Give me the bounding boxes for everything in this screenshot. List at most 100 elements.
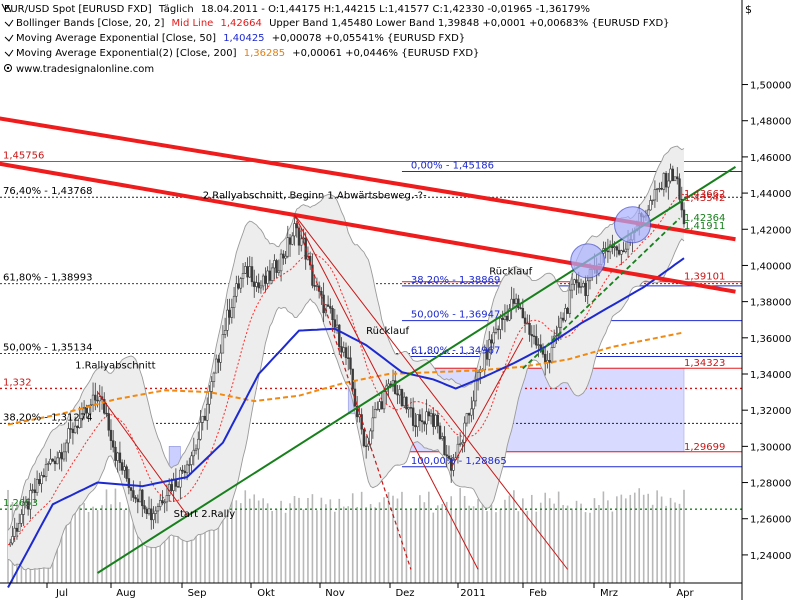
x-tick-label: Okt [257, 588, 275, 599]
volume-bar [571, 508, 573, 583]
candle-body [58, 452, 61, 459]
candle-body [250, 266, 254, 283]
candle-body [42, 475, 46, 478]
candle-body [192, 449, 195, 457]
right-price-label: 1,42364 [684, 213, 725, 224]
volume-bar [548, 498, 551, 583]
volume-bar [544, 492, 547, 583]
volume-bar [602, 491, 605, 583]
candle-body [418, 414, 422, 421]
legend-price-values: 18.04.2011 - O:1,44175 H:1,44215 L:1,415… [201, 4, 590, 15]
candle-body [537, 344, 540, 346]
candle-body [109, 429, 113, 441]
right-price-label: 1,34323 [684, 358, 725, 369]
legend-price-name: EUR/USD Spot [EURUSD FXD] [4, 4, 152, 15]
candle-body [335, 324, 339, 328]
candle-body [277, 270, 281, 273]
fib-level-label: 38,20% - 1,38869 [411, 275, 500, 286]
volume-bar [584, 512, 587, 583]
y-tick-label: 1,28000 [750, 479, 791, 490]
volume-bar [647, 493, 649, 583]
volume-bar [463, 495, 466, 583]
candle-body [214, 358, 218, 374]
candle-body [622, 250, 625, 253]
volume-bar [244, 490, 247, 583]
candle-body [458, 443, 462, 445]
candle-body [89, 404, 93, 406]
candle-body [275, 260, 278, 273]
volume-bar [535, 511, 538, 583]
y-tick-label: 1,42000 [750, 225, 791, 236]
legend-source-link: www.tradesignalonline.com [16, 64, 154, 75]
candle-body [134, 497, 137, 500]
volume-bar [441, 503, 444, 583]
candle-body [535, 336, 538, 346]
candle-body [490, 339, 493, 344]
volume-bar [123, 509, 126, 583]
candle-body [96, 399, 99, 402]
volume-bar [266, 503, 269, 583]
candle-body [613, 246, 616, 248]
candle-body [232, 295, 236, 308]
candle-body [492, 332, 495, 344]
volume-bar [651, 504, 654, 583]
candle-body [461, 442, 464, 445]
volume-bar [539, 502, 542, 583]
candle-body [60, 452, 63, 460]
volume-bar [275, 509, 278, 583]
currency-symbol: $ [745, 3, 752, 16]
candle-body [445, 454, 448, 457]
candle-body [152, 513, 155, 521]
volume-bar [625, 498, 627, 583]
candle-body [194, 448, 198, 451]
plot-area: 1,45756 76,40% - 1,43768 61,80% - 1,38993 5… [0, 116, 742, 588]
candle-body [20, 514, 23, 524]
candle-body [333, 319, 337, 328]
legend-bollinger-mid-value: 1,42664 [221, 18, 262, 29]
candle-body [519, 307, 522, 309]
candle-body [564, 308, 567, 321]
y-tick-label: 1,48000 [750, 117, 791, 128]
candle-body [268, 270, 272, 281]
volume-bar [325, 504, 327, 583]
candle-body [494, 328, 498, 333]
volume-bar [432, 512, 435, 583]
volume-bar [638, 488, 641, 583]
candle-body [380, 401, 384, 410]
volume-bar [419, 495, 421, 583]
volume-bar [436, 505, 439, 583]
volume-bar [513, 490, 515, 583]
uptrend-line-short [522, 217, 681, 370]
candle-body [465, 413, 469, 424]
candle-body [199, 422, 202, 440]
candle-body [503, 315, 507, 320]
candle-body [660, 187, 663, 190]
volume-bar [405, 509, 408, 583]
annotation-start2: Start 2.Rally [174, 509, 236, 520]
candle-body [548, 360, 551, 363]
volume-bar [60, 496, 63, 583]
candle-body [237, 283, 240, 289]
volume-bar [678, 503, 681, 583]
y-axis: 1,50000 1,48000 1,46000 1,44000 1,42000 1,400… [742, 81, 791, 562]
candle-body [24, 501, 28, 503]
candle-body [279, 253, 283, 272]
candle-body [362, 428, 366, 447]
legend-bollinger-rest: Upper Band 1,45480 Lower Band 1,39848 +0… [269, 18, 669, 29]
legend-ema50-value: 1,40425 [223, 33, 264, 44]
bollinger-lower-band [7, 238, 685, 571]
candle-body [123, 466, 126, 471]
candle-body [49, 458, 52, 464]
x-tick-label: Mrz [600, 588, 618, 599]
level-label: 1,2653 [3, 498, 38, 509]
volume-bar [481, 495, 484, 583]
candle-body [682, 209, 686, 225]
candle-body [521, 307, 525, 319]
candle-body [378, 401, 381, 410]
candle-body [472, 400, 475, 410]
volume-bar [311, 494, 314, 583]
candle-body [586, 280, 589, 296]
candle-body [44, 463, 48, 478]
candle-body [501, 317, 504, 320]
